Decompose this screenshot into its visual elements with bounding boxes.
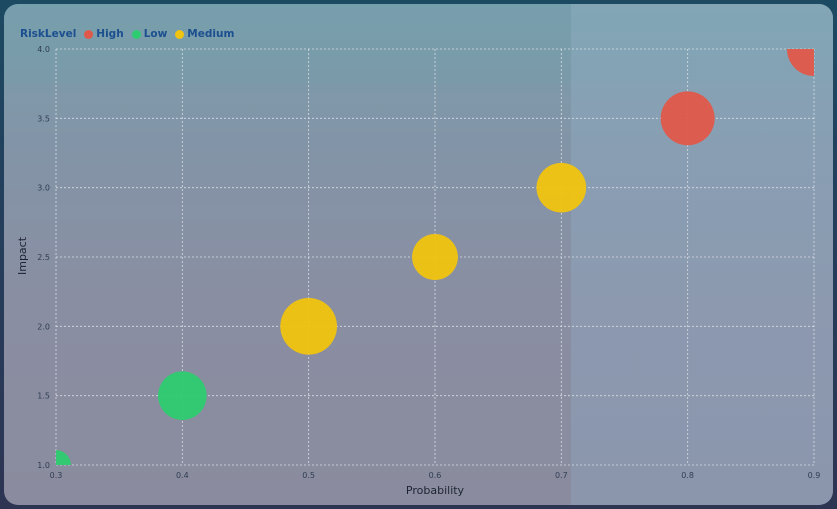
x-tick-label: 0.3 <box>50 471 63 480</box>
bubble-medium[interactable] <box>536 162 587 213</box>
bubble-low[interactable] <box>158 371 207 420</box>
legend-item-high[interactable]: High <box>84 28 124 40</box>
y-tick-label: 1.5 <box>37 392 50 401</box>
x-tick-label: 0.8 <box>681 471 694 480</box>
bubble-high[interactable] <box>660 91 715 146</box>
highlight-panel <box>571 4 833 505</box>
scatter-visual-card[interactable]: RiskLevel High Low Medium 0.3 0.4 0.5 0.6 0.… <box>4 4 833 505</box>
x-tick-label: 0.5 <box>302 471 315 480</box>
legend: RiskLevel High Low Medium <box>20 27 238 41</box>
legend-label-medium: Medium <box>187 28 235 40</box>
x-tick-label: 0.9 <box>808 471 821 480</box>
y-tick-label: 3.5 <box>37 114 50 123</box>
y-tick-label: 1.0 <box>37 461 50 470</box>
legend-dot-high-icon <box>84 29 94 39</box>
bubble-high[interactable] <box>787 22 833 76</box>
scatter-plot: 0.3 0.4 0.5 0.6 0.7 0.8 0.9 1.0 1.5 2.0 2.5 3.0 3.5 4… <box>16 22 833 497</box>
x-tick-label: 0.4 <box>176 471 189 480</box>
x-axis-title: Probability <box>406 484 465 497</box>
tick-labels: 0.3 0.4 0.5 0.6 0.7 0.8 0.9 1.0 1.5 2.0 2.5 3.0 3.5 4… <box>37 45 820 480</box>
bubble-medium[interactable] <box>412 234 458 280</box>
legend-title: RiskLevel <box>20 28 77 40</box>
y-tick-label: 2.0 <box>37 322 50 331</box>
bubble-layer <box>41 22 833 480</box>
legend-label-high: High <box>96 28 124 40</box>
y-tick-label: 3.0 <box>37 184 50 193</box>
bubble-low[interactable] <box>41 450 71 480</box>
x-tick-label: 0.7 <box>555 471 568 480</box>
y-tick-label: 2.5 <box>37 253 50 262</box>
bubble-medium[interactable] <box>280 297 338 355</box>
y-tick-label: 4.0 <box>37 45 50 54</box>
legend-item-medium[interactable]: Medium <box>175 28 234 40</box>
legend-dot-medium-icon <box>175 29 185 39</box>
legend-label-low: Low <box>143 28 168 40</box>
y-axis-title: Impact <box>16 236 29 275</box>
header-band <box>4 4 833 84</box>
legend-item-low[interactable]: Low <box>131 28 168 40</box>
x-tick-label: 0.6 <box>429 471 442 480</box>
legend-dot-low-icon <box>131 29 141 39</box>
